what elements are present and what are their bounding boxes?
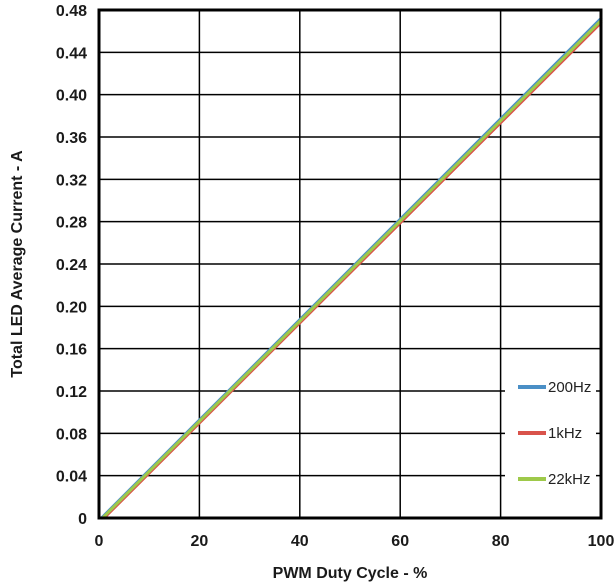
series-line-22khz [101,19,603,520]
series-lines [100,16,603,520]
legend: 200Hz 1kHz 22kHz [505,368,596,506]
y-axis-title: Total LED Average Current - A [9,150,26,378]
y-tick-label: 0 [78,511,87,528]
y-tick-label: 0.28 [56,215,87,232]
legend-label-1khz: 1kHz [548,425,582,442]
legend-label-200hz: 200Hz [548,379,591,396]
y-tick-label: 0.36 [56,130,87,147]
x-tick-label: 60 [391,533,409,550]
y-tick-label: 0.12 [56,384,87,401]
x-tick-label: 40 [291,533,309,550]
y-tick-label: 0.44 [56,45,87,62]
legend-background [505,368,596,506]
x-axis-title: PWM Duty Cycle - % [273,565,428,582]
x-tick-label: 100 [588,533,614,550]
x-tick-label: 0 [95,533,104,550]
plot-frame [97,8,603,520]
legend-label-22khz: 22kHz [548,471,591,488]
y-tick-label: 0.48 [56,3,87,20]
x-tick-label: 20 [191,533,209,550]
y-tick-label: 0.32 [56,172,87,189]
y-tick-label: 0.04 [56,469,87,486]
x-tick-labels: 0 20 40 60 80 100 [95,533,614,550]
y-tick-label: 0.08 [56,426,87,443]
y-tick-label: 0.20 [56,299,87,316]
y-tick-labels: 0 0.04 0.08 0.12 0.16 0.20 0.24 0.28 0.32 0.36 0.4… [56,3,87,528]
y-tick-label: 0.16 [56,342,87,359]
y-tick-label: 0.40 [56,88,87,105]
y-tick-label: 0.24 [56,257,87,274]
x-tick-label: 80 [492,533,510,550]
